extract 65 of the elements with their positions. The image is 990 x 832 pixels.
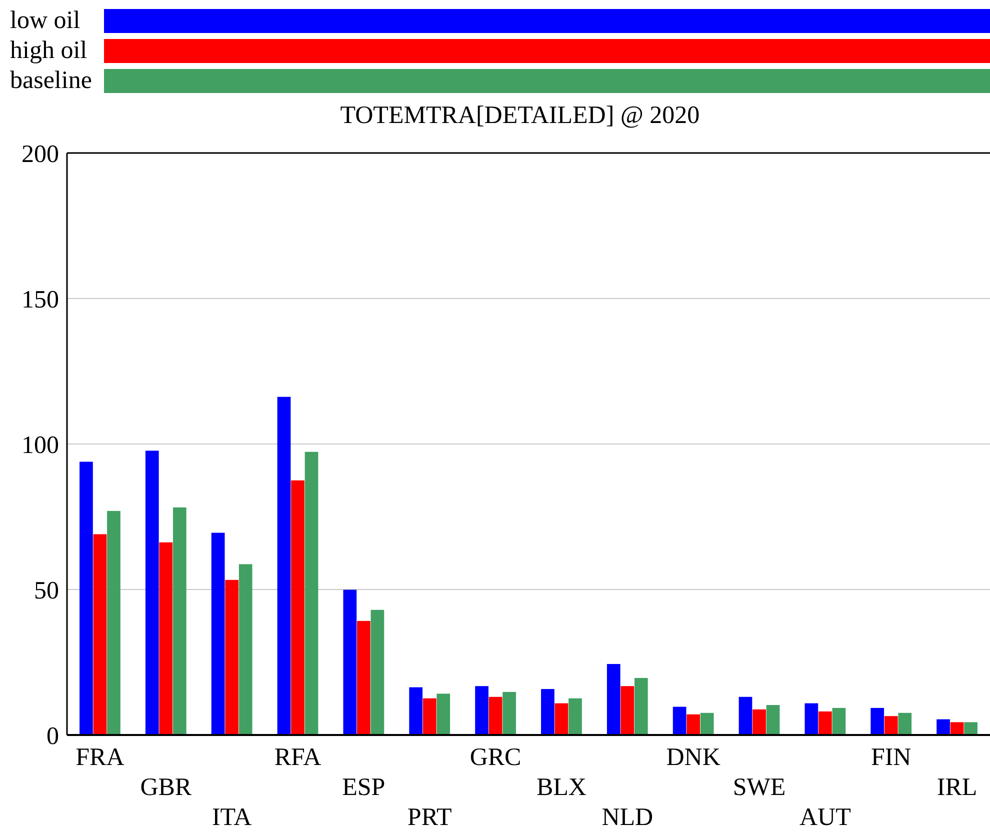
bar bbox=[620, 686, 634, 735]
bar bbox=[225, 580, 238, 735]
bar bbox=[502, 692, 516, 735]
bar bbox=[766, 705, 780, 735]
bar bbox=[107, 510, 120, 735]
bar bbox=[304, 452, 318, 735]
bar bbox=[80, 462, 93, 735]
bar bbox=[700, 712, 714, 735]
chart-title: TOTEMTRA[DETAILED] @ 2020 bbox=[340, 102, 700, 129]
bar bbox=[370, 610, 384, 735]
legend-label: high oil bbox=[10, 37, 88, 64]
bar bbox=[475, 686, 488, 735]
bar bbox=[936, 719, 950, 735]
x-tick-label: SWE bbox=[732, 774, 786, 801]
y-tick-label: 50 bbox=[34, 577, 59, 604]
legend-label: baseline bbox=[10, 67, 92, 94]
bar bbox=[159, 542, 173, 735]
bar bbox=[291, 480, 304, 735]
x-tick-label: FIN bbox=[870, 744, 912, 771]
bar bbox=[672, 706, 686, 735]
bar bbox=[409, 687, 423, 735]
x-tick-label: IRL bbox=[936, 774, 978, 801]
bar bbox=[818, 711, 832, 735]
bar bbox=[884, 716, 898, 735]
x-tick-label: ITA bbox=[212, 804, 252, 831]
bar bbox=[738, 696, 752, 735]
bar bbox=[964, 722, 978, 735]
bar bbox=[172, 507, 186, 735]
bar bbox=[686, 714, 700, 735]
x-tick-label: NLD bbox=[602, 804, 654, 831]
bar bbox=[93, 534, 107, 735]
bar bbox=[541, 689, 554, 735]
bar bbox=[277, 396, 291, 735]
legend-label: low oil bbox=[10, 7, 80, 34]
bar bbox=[357, 620, 370, 735]
bar bbox=[343, 590, 357, 735]
x-tick-label: AUT bbox=[799, 804, 851, 831]
y-tick-label: 0 bbox=[46, 722, 59, 750]
bar bbox=[145, 450, 159, 735]
bar bbox=[238, 564, 252, 735]
y-tick-label: 100 bbox=[22, 432, 59, 459]
bar bbox=[606, 664, 620, 735]
x-tick-label: DNK bbox=[666, 744, 720, 771]
bar bbox=[752, 709, 766, 735]
bar bbox=[568, 698, 582, 735]
x-tick-label: RFA bbox=[274, 744, 322, 771]
y-tick-label: 150 bbox=[22, 286, 59, 314]
bar bbox=[832, 708, 846, 735]
x-tick-label: GRC bbox=[470, 744, 522, 771]
bar bbox=[898, 712, 912, 735]
x-tick-label: FRA bbox=[76, 744, 124, 771]
bar bbox=[804, 703, 818, 735]
x-tick-label: PRT bbox=[407, 804, 452, 831]
bar bbox=[488, 696, 502, 735]
bar bbox=[950, 722, 964, 735]
bar bbox=[422, 698, 436, 735]
y-tick-label: 200 bbox=[22, 140, 59, 168]
x-tick-label: ESP bbox=[342, 774, 386, 801]
bar bbox=[634, 678, 648, 735]
bar bbox=[436, 694, 450, 735]
x-tick-label: BLX bbox=[536, 774, 586, 801]
bar bbox=[211, 532, 225, 735]
bar bbox=[870, 708, 884, 735]
bar bbox=[554, 703, 568, 735]
x-tick-label: GBR bbox=[140, 774, 192, 801]
